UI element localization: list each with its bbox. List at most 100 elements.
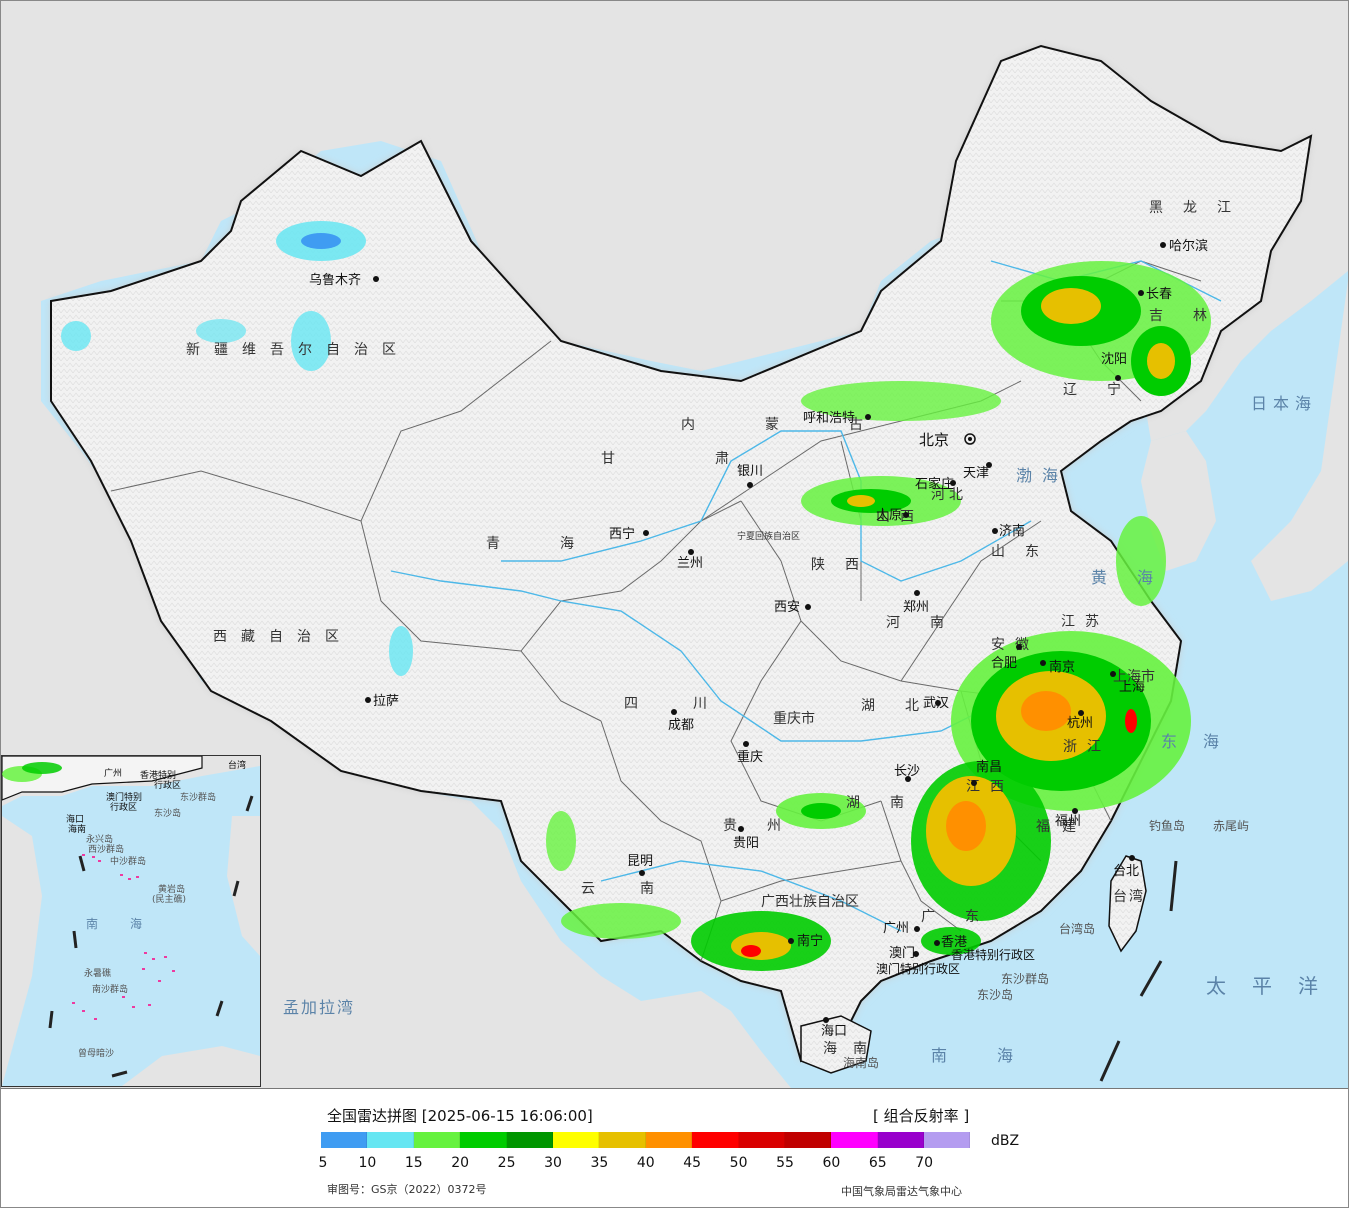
province-label: 贵州 <box>723 818 811 834</box>
province-label: 云南 <box>581 881 699 897</box>
inset-label: 台湾 <box>228 759 246 771</box>
city-label: 兰州 <box>677 556 703 571</box>
misc-label: 东沙岛 <box>977 987 1013 1002</box>
city-label: 拉萨 <box>373 694 399 709</box>
city-label: 南宁 <box>797 933 823 949</box>
misc-label: 钓鱼岛 <box>1149 818 1185 833</box>
colorbar-swatch <box>460 1132 507 1148</box>
inset-label: 黄岩岛 <box>158 883 185 895</box>
southeast-asia-land <box>481 941 791 1088</box>
misc-labels: 香港特别行政区 澳门特别行政区 东沙群岛 东沙岛 台湾岛 海南岛 钓鱼岛 赤尾屿 <box>843 818 1249 1070</box>
inset-label: 香港特别 <box>140 769 176 781</box>
city-label: 福州 <box>1055 814 1081 829</box>
colorbar-swatch <box>831 1132 878 1148</box>
inset-label: 南沙群岛 <box>92 983 128 995</box>
city-label: 长沙 <box>894 764 920 779</box>
radar-echoes <box>61 221 1211 971</box>
province-label: 广东 <box>921 909 1009 925</box>
province-label: 辽宁 <box>1063 381 1151 398</box>
inset-borneo <box>122 1046 260 1086</box>
colorbar-swatch <box>645 1132 693 1148</box>
colorbar-swatch <box>367 1132 414 1148</box>
province-label: 内蒙古 <box>681 417 933 433</box>
legend-unit: dBZ <box>991 1133 1020 1149</box>
taiwan-island <box>1108 855 1147 953</box>
province-label: 海南 <box>823 1041 883 1057</box>
colorbar-ticks: 5 10 15 20 25 30 35 40 45 50 55 60 65 70 <box>1 1155 1348 1175</box>
city-label: 石家庄 <box>915 476 954 492</box>
inset-se-asia <box>2 816 42 1086</box>
province-label: 湖南 <box>846 795 934 811</box>
colorbar-swatch <box>738 1132 785 1148</box>
colorbar-tick-label: 45 <box>683 1155 702 1171</box>
colorbar-swatch <box>321 1132 368 1148</box>
colorbar-tick-label: 70 <box>915 1155 934 1171</box>
province-label: 陕西 <box>811 557 879 573</box>
province-label: 广西壮族自治区 <box>761 894 859 910</box>
japan-land <box>1251 281 1348 601</box>
legend-title: 全国雷达拼图 [2025-06-15 16:06:00] <box>327 1107 593 1125</box>
misc-label: 香港特别行政区 <box>951 947 1035 962</box>
colorbar-swatch <box>599 1132 646 1148</box>
colorbar-tick-label: 10 <box>358 1155 377 1171</box>
province-label: 宁夏回族自治区 <box>737 530 800 542</box>
city-label: 呼和浩特 <box>803 411 855 426</box>
city-markers <box>365 242 1166 1023</box>
colorbar <box>321 1132 971 1148</box>
inset-label: 东沙群岛 <box>180 791 216 803</box>
province-label: 四川 <box>624 696 762 712</box>
city-label: 西宁 <box>609 526 635 542</box>
colorbar-tick-label: 55 <box>776 1155 794 1171</box>
city-label: 台北 <box>1113 864 1139 879</box>
province-label: 河北 <box>931 487 967 503</box>
colorbar-tick-label: 65 <box>868 1155 887 1171</box>
misc-label: 海南岛 <box>843 1055 879 1070</box>
province-label: 福建 <box>1036 819 1088 835</box>
city-label: 贵阳 <box>733 836 759 851</box>
colorbar-tick-label: 50 <box>729 1155 748 1171</box>
sea-label: 黄海 <box>1091 568 1183 587</box>
inset-label: 广州 <box>104 767 122 779</box>
province-label: 黑龙江 <box>1149 200 1251 216</box>
inset-nine-dash <box>48 795 254 1078</box>
province-label: 山东 <box>991 544 1059 560</box>
city-label: 长春 <box>1146 287 1172 302</box>
inset-label: 曾母暗沙 <box>78 1047 114 1059</box>
inset-label: 海南 <box>68 823 86 835</box>
province-label: 甘肃 <box>601 451 829 467</box>
inset-label: 中沙群岛 <box>110 855 146 867</box>
province-label: 吉林 <box>1149 308 1237 324</box>
sea-label: 东海 <box>1161 732 1245 751</box>
city-label: 澳门 <box>889 945 915 961</box>
city-label: 银川 <box>737 464 763 479</box>
inset-label: 海口 <box>66 813 84 825</box>
colorbar-swatch <box>506 1132 553 1148</box>
city-label: 广州 <box>883 921 909 936</box>
south-china-sea-inset: 广州 香港特别 行政区 澳门特别 行政区 东沙群岛 东沙岛 海口 海南 西沙群岛… <box>1 755 261 1087</box>
misc-label: 澳门特别行政区 <box>876 961 960 976</box>
colorbar-swatch <box>552 1132 600 1148</box>
sea-label: 日本海 <box>1251 394 1317 413</box>
map-review-number: 审图号：GS京（2022）0372号 <box>327 1183 487 1196</box>
inset-label: 澳门特别 <box>106 791 142 803</box>
map-area: 新疆维吾尔自治区 西藏自治区 青海 甘肃 内蒙古 黑龙江 吉林 辽宁 河北 山西… <box>1 1 1348 1089</box>
legend: 全国雷达拼图 [2025-06-15 16:06:00] [ 组合反射率 ] d… <box>1 1089 1348 1207</box>
province-label: 新疆维吾尔自治区 <box>186 342 410 358</box>
city-label: 北京 <box>919 431 949 449</box>
colorbar-swatch <box>924 1132 971 1148</box>
inset-labels: 广州 香港特别 行政区 澳门特别 行政区 东沙群岛 东沙岛 海口 海南 西沙群岛… <box>66 759 246 1059</box>
maritime-boundary <box>1099 860 1178 1082</box>
inset-map: 广州 香港特别 行政区 澳门特别 行政区 东沙群岛 东沙岛 海口 海南 西沙群岛… <box>2 756 260 1086</box>
inset-label: 西沙群岛 <box>88 843 124 855</box>
city-label: 沈阳 <box>1101 352 1127 367</box>
colorbar-tick-label: 5 <box>318 1155 328 1171</box>
city-label: 杭州 <box>1067 716 1093 731</box>
inset-label: 永兴岛 <box>86 833 113 845</box>
colorbar-tick-label: 60 <box>822 1155 841 1171</box>
colorbar-swatch <box>413 1132 461 1148</box>
inset-label: 永暑礁 <box>84 967 111 979</box>
province-label: 上海市 <box>1113 668 1155 685</box>
province-label: 重庆市 <box>773 710 815 727</box>
inset-echoes <box>2 762 62 782</box>
